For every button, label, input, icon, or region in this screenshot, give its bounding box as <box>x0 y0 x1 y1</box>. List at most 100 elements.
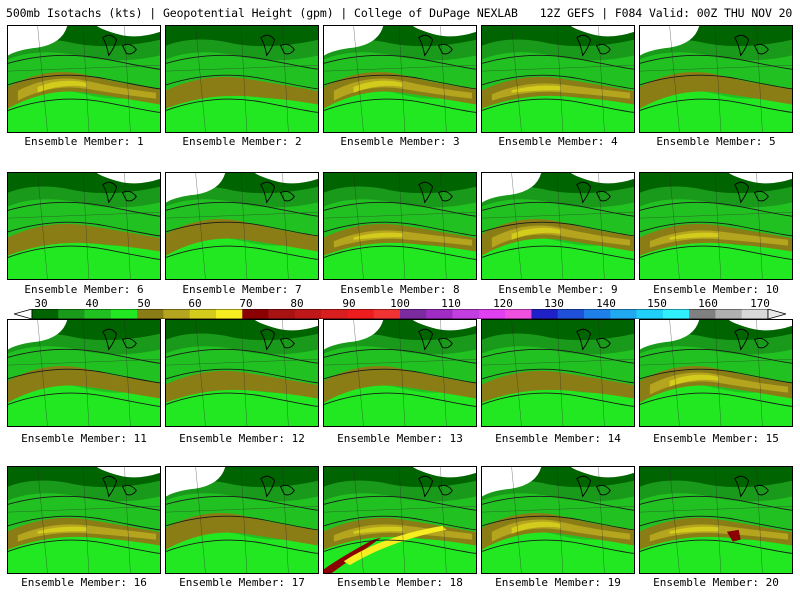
ensemble-panel-6 <box>7 172 161 280</box>
colorbar-tick-label: 70 <box>239 297 253 310</box>
ensemble-panel-12 <box>165 319 319 427</box>
colorbar-segment <box>242 309 269 319</box>
wind-map <box>640 320 792 426</box>
colorbar-segment <box>137 309 164 319</box>
ensemble-panel-9 <box>481 172 635 280</box>
colorbar-tick-label: 160 <box>698 297 718 310</box>
wind-map <box>640 26 792 132</box>
colorbar-segment <box>741 309 769 319</box>
colorbar-segment <box>689 309 716 319</box>
ensemble-member-label: Ensemble Member: 8 <box>340 283 460 296</box>
wind-map <box>8 26 160 132</box>
colorbar-left-arrow <box>14 309 33 319</box>
colorbar-segment <box>163 309 191 319</box>
colorbar-segment <box>373 309 401 319</box>
ensemble-panel-5 <box>639 25 793 133</box>
map-title: 500mb Isotachs (kts) | Geopotential Heig… <box>6 6 800 20</box>
wind-map <box>166 26 318 132</box>
ensemble-member-label: Ensemble Member: 17 <box>179 576 305 589</box>
colorbar-tick-label: 90 <box>342 297 356 310</box>
wind-map <box>166 467 318 573</box>
colorbar-tick-label: 140 <box>596 297 616 310</box>
wind-map <box>8 467 160 573</box>
colorbar-segment <box>426 309 453 319</box>
colorbar-segment <box>294 309 322 319</box>
colorbar-segment <box>452 309 480 319</box>
colorbar-segment <box>189 309 217 319</box>
ensemble-member-label: Ensemble Member: 18 <box>337 576 463 589</box>
colorbar-segment <box>58 309 85 319</box>
colorbar-tick-label: 30 <box>34 297 48 310</box>
ensemble-member-label: Ensemble Member: 14 <box>495 432 621 445</box>
colorbar-tick-label: 50 <box>137 297 151 310</box>
wind-map <box>482 320 634 426</box>
ensemble-panel-3 <box>323 25 477 133</box>
ensemble-panel-15 <box>639 319 793 427</box>
colorbar-segment <box>216 309 243 319</box>
colorbar-tick-label: 110 <box>441 297 461 310</box>
ensemble-panel-17 <box>165 466 319 574</box>
ensemble-member-label: Ensemble Member: 7 <box>182 283 302 296</box>
wind-map <box>640 173 792 279</box>
colorbar-segment <box>478 309 506 319</box>
wind-map <box>166 173 318 279</box>
ensemble-panel-10 <box>639 172 793 280</box>
colorbar-tick-label: 80 <box>290 297 304 310</box>
wind-map <box>482 26 634 132</box>
colorbar-tick-label: 100 <box>390 297 410 310</box>
color-scale-bar <box>14 309 786 319</box>
ensemble-panel-13 <box>323 319 477 427</box>
ensemble-member-label: Ensemble Member: 4 <box>498 135 618 148</box>
ensemble-panel-8 <box>323 172 477 280</box>
colorbar-segment <box>400 309 427 319</box>
colorbar-segment <box>505 309 532 319</box>
wind-map <box>8 173 160 279</box>
ensemble-member-label: Ensemble Member: 13 <box>337 432 463 445</box>
colorbar-segment <box>110 309 138 319</box>
colorbar-right-arrow <box>767 309 786 319</box>
colorbar-tick-label: 130 <box>544 297 564 310</box>
ensemble-member-label: Ensemble Member: 9 <box>498 283 618 296</box>
colorbar-segment <box>531 309 559 319</box>
colorbar-segment <box>32 309 59 319</box>
ensemble-panel-1 <box>7 25 161 133</box>
wind-map <box>324 173 476 279</box>
colorbar-segment <box>347 309 375 319</box>
ensemble-panel-20 <box>639 466 793 574</box>
ensemble-panel-11 <box>7 319 161 427</box>
colorbar-segment <box>84 309 112 319</box>
ensemble-panel-19 <box>481 466 635 574</box>
colorbar-segment <box>610 309 637 319</box>
ensemble-panel-18 <box>323 466 477 574</box>
ensemble-member-label: Ensemble Member: 6 <box>24 283 144 296</box>
wind-map <box>640 467 792 573</box>
ensemble-member-label: Ensemble Member: 10 <box>653 283 779 296</box>
title-left: 500mb Isotachs (kts) | Geopotential Heig… <box>6 6 518 20</box>
wind-map <box>8 320 160 426</box>
wind-map <box>324 320 476 426</box>
colorbar-tick-label: 120 <box>493 297 513 310</box>
ensemble-member-label: Ensemble Member: 1 <box>24 135 144 148</box>
ensemble-member-label: Ensemble Member: 19 <box>495 576 621 589</box>
colorbar-segment <box>584 309 611 319</box>
colorbar-segment <box>662 309 690 319</box>
ensemble-panel-4 <box>481 25 635 133</box>
title-right: 12Z GEFS | F084 Valid: 00Z THU NOV 20 20… <box>539 6 800 20</box>
ensemble-member-label: Ensemble Member: 12 <box>179 432 305 445</box>
ensemble-member-label: Ensemble Member: 2 <box>182 135 302 148</box>
ensemble-member-label: Ensemble Member: 15 <box>653 432 779 445</box>
colorbar-segment <box>557 309 585 319</box>
colorbar-tick-label: 60 <box>188 297 202 310</box>
wind-map <box>166 320 318 426</box>
wind-map <box>482 467 634 573</box>
colorbar-tick-label: 40 <box>85 297 99 310</box>
colorbar-tick-label: 150 <box>647 297 667 310</box>
colorbar-tick-label: 170 <box>750 297 770 310</box>
ensemble-member-label: Ensemble Member: 11 <box>21 432 147 445</box>
ensemble-member-label: Ensemble Member: 20 <box>653 576 779 589</box>
wind-map <box>324 467 476 573</box>
ensemble-member-label: Ensemble Member: 3 <box>340 135 460 148</box>
wind-map <box>482 173 634 279</box>
ensemble-panel-14 <box>481 319 635 427</box>
ensemble-member-label: Ensemble Member: 5 <box>656 135 776 148</box>
